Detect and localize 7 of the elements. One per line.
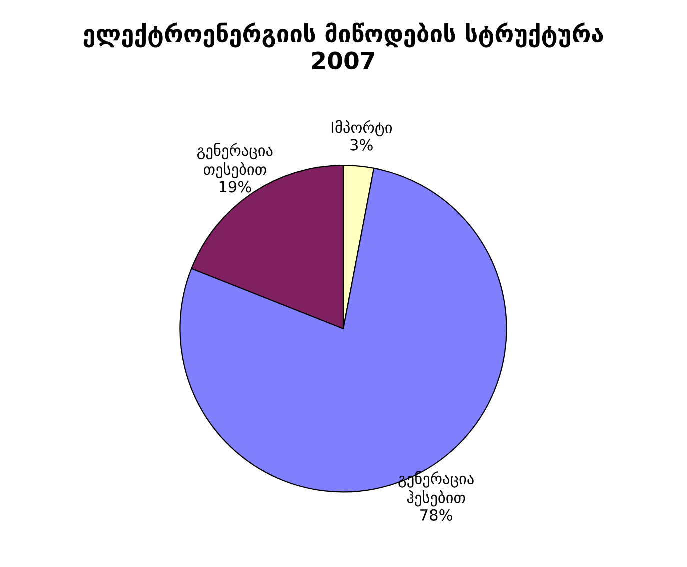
data-label: 3% — [350, 139, 373, 151]
slice-label: გენერაცია თესებით — [198, 143, 273, 179]
data-label: 78% — [420, 509, 452, 521]
slice-label: Iმპორტი — [332, 120, 392, 137]
slice-label: გენერაცია ჰესებით — [398, 472, 474, 507]
data-label: 19% — [220, 181, 252, 193]
chart-title: ელექტროენერგიის მიწოდების სტრუქტურა 2007 — [84, 22, 604, 70]
